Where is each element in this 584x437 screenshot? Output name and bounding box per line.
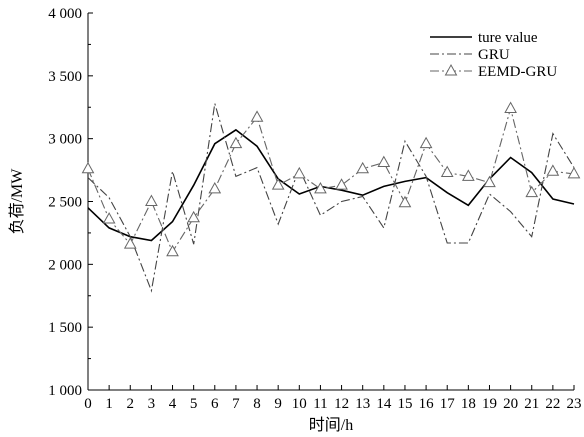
series-3-marker — [208, 181, 222, 194]
x-tick-label: 18 — [461, 396, 476, 412]
series-3-marker — [187, 210, 201, 223]
y-tick-label: 4 000 — [48, 6, 82, 22]
series-3-marker — [525, 185, 539, 198]
series-3-marker — [123, 237, 137, 249]
series-3-marker — [145, 194, 158, 206]
series-line-2 — [87, 103, 575, 293]
series-3-marker — [567, 166, 581, 179]
x-tick-label: 19 — [482, 396, 497, 412]
series-3-marker — [377, 155, 391, 168]
series-3-marker — [271, 178, 285, 190]
series-3-marker — [166, 244, 179, 257]
series-3-marker — [81, 161, 95, 174]
series-line-3 — [87, 106, 575, 253]
x-tick-label: 3 — [148, 396, 156, 412]
legend-marker-3 — [444, 64, 458, 76]
series-3-marker — [102, 212, 116, 224]
x-tick-label: 7 — [232, 396, 240, 412]
series-3-marker — [419, 136, 433, 149]
series-3-marker — [229, 136, 243, 149]
x-tick-label: 10 — [292, 396, 307, 412]
x-tick-label: 21 — [524, 396, 539, 412]
y-tick-label: 3 000 — [48, 132, 82, 148]
x-tick-label: 11 — [313, 396, 327, 412]
series-3-marker — [461, 169, 475, 181]
x-tick-label: 15 — [397, 396, 412, 412]
x-axis-label: 时间/h — [309, 416, 353, 434]
x-tick-label: 20 — [503, 396, 518, 412]
series-3-marker — [546, 164, 560, 176]
series-3-marker — [356, 161, 370, 174]
y-tick-label: 2 000 — [48, 257, 82, 273]
x-tick-label: 6 — [211, 396, 219, 412]
x-tick-label: 23 — [567, 396, 582, 412]
series-3-marker — [314, 181, 327, 194]
x-tick-label: 0 — [84, 396, 92, 412]
series-3-marker — [504, 101, 517, 113]
x-tick-label: 13 — [355, 396, 370, 412]
x-tick-label: 2 — [127, 396, 135, 412]
x-tick-label: 8 — [253, 396, 261, 412]
y-tick-label: 1 000 — [48, 383, 82, 399]
legend-label-2: GRU — [478, 47, 510, 63]
x-tick-label: 4 — [169, 396, 177, 412]
series-3-marker — [292, 166, 306, 179]
series-layer — [81, 101, 581, 293]
x-tick-label: 22 — [545, 396, 560, 412]
x-tick-label: 16 — [419, 396, 435, 412]
legend-label-1: ture value — [478, 30, 538, 46]
x-tick-label: 12 — [334, 396, 349, 412]
y-tick-label: 3 500 — [48, 69, 82, 85]
series-line-1 — [87, 128, 575, 242]
x-tick-label: 1 — [105, 396, 113, 412]
series-3-marker — [440, 165, 454, 178]
series-3-marker — [250, 110, 264, 122]
x-tick-label: 14 — [376, 396, 392, 412]
series-3-marker — [398, 195, 412, 208]
y-tick-label: 1 500 — [48, 320, 82, 336]
x-tick-label: 17 — [440, 396, 456, 412]
x-tick-label: 5 — [190, 396, 198, 412]
y-tick-label: 2 500 — [48, 195, 82, 211]
series-3-marker — [483, 175, 496, 188]
y-axis-label: 负荷/MW — [8, 168, 26, 235]
x-tick-label: 9 — [274, 396, 282, 412]
legend-label-3: EEMD-GRU — [478, 64, 557, 80]
series-3-marker — [335, 178, 348, 190]
